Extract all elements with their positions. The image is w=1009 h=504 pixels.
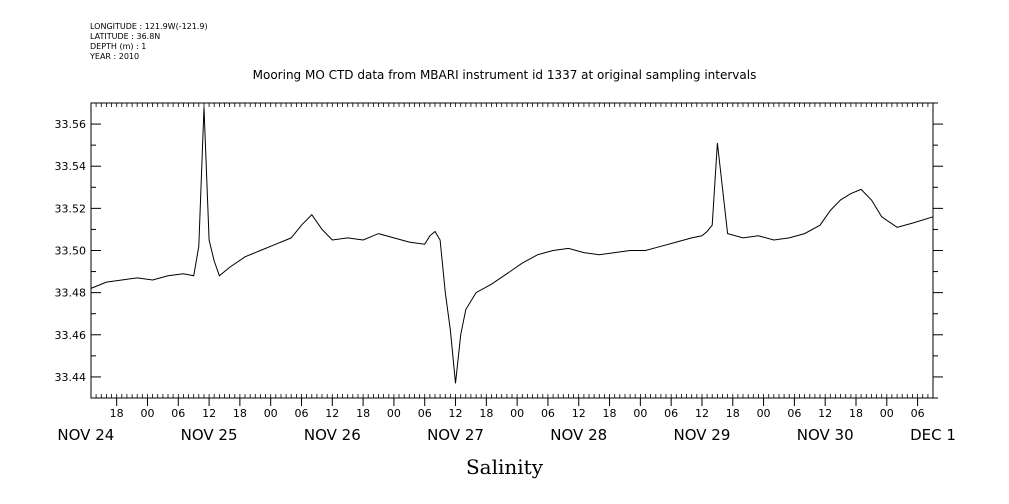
- x-axis: 18 00 06 12 18 00 06 12 18 00 06 12 18 00 06 12 18 00 06 12…: [57, 398, 956, 444]
- x-hour-label: 18: [726, 407, 740, 420]
- x-hour-label: 18: [110, 407, 124, 420]
- x-hour-label: 12: [202, 407, 216, 420]
- x-hour-label: 12: [572, 407, 586, 420]
- longitude-text: LONGITUDE : 121.9W(-121.9): [90, 22, 208, 31]
- x-day-label: NOV 27: [427, 426, 484, 444]
- y-axis: 33.44 33.46 33.48 33.50 33.52 33.54 33.56: [55, 102, 943, 399]
- x-hour-label: 06: [664, 407, 678, 420]
- x-axis-label: Salinity: [465, 455, 544, 479]
- x-hour-label: 12: [818, 407, 832, 420]
- hour-tick-marks: [90, 103, 934, 398]
- x-hour-label: 18: [479, 407, 493, 420]
- x-hour-label: 18: [233, 407, 247, 420]
- salinity-series-line: [90, 107, 934, 384]
- latitude-text: LATITUDE : 36.8N: [90, 32, 161, 41]
- x-hour-label: 00: [264, 407, 278, 420]
- x-hour-label: 06: [171, 407, 185, 420]
- x-hour-label: 00: [510, 407, 524, 420]
- x-hour-label: 06: [787, 407, 801, 420]
- year-text: YEAR : 2010: [90, 52, 140, 61]
- x-hour-label: 12: [449, 407, 463, 420]
- x-day-label: DEC 1: [910, 426, 956, 444]
- y-tick-label: 33.48: [55, 287, 87, 300]
- y-tick-label: 33.44: [55, 371, 87, 384]
- x-day-label: NOV 28: [550, 426, 607, 444]
- x-hour-label: 12: [695, 407, 709, 420]
- y-tick-label: 33.52: [55, 202, 87, 215]
- x-hour-label: 06: [541, 407, 555, 420]
- x-hour-label: 18: [849, 407, 863, 420]
- x-hour-label: 00: [757, 407, 771, 420]
- series-layer: [90, 107, 934, 384]
- x-day-label: NOV 25: [181, 426, 238, 444]
- x-hour-label: 06: [295, 407, 309, 420]
- x-hour-label: 06: [911, 407, 925, 420]
- x-day-label: NOV 26: [304, 426, 361, 444]
- x-hour-label: 12: [325, 407, 339, 420]
- x-hour-label: 00: [387, 407, 401, 420]
- x-hour-label: 18: [603, 407, 617, 420]
- x-hour-label: 06: [418, 407, 432, 420]
- y-tick-label: 33.54: [55, 160, 87, 173]
- x-hour-label: 00: [633, 407, 647, 420]
- x-hour-label: 00: [140, 407, 154, 420]
- x-day-label: NOV 30: [797, 426, 854, 444]
- x-day-label: NOV 29: [674, 426, 731, 444]
- y-tick-label: 33.46: [55, 329, 87, 342]
- chart-title: Mooring MO CTD data from MBARI instrumen…: [252, 68, 757, 82]
- metadata-block: LONGITUDE : 121.9W(-121.9) LATITUDE : 36…: [90, 22, 208, 62]
- y-tick-label: 33.56: [55, 118, 87, 131]
- plot-frame: [90, 102, 934, 399]
- minor-tick-marks: [90, 103, 934, 398]
- x-hour-label: 00: [880, 407, 894, 420]
- x-day-label: NOV 24: [57, 426, 114, 444]
- x-hour-label: 18: [356, 407, 370, 420]
- depth-text: DEPTH (m) : 1: [90, 42, 147, 51]
- y-tick-label: 33.50: [55, 245, 87, 258]
